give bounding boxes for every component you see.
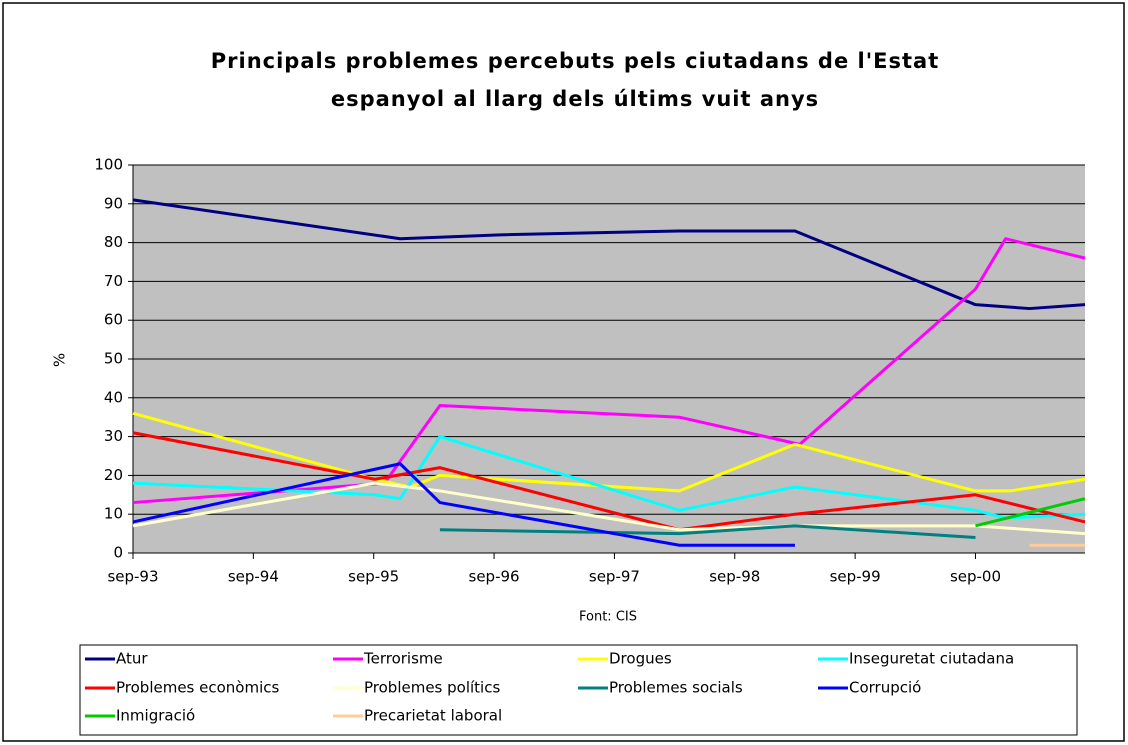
x-tick-label: sep-97 — [589, 568, 640, 586]
x-tick-label: sep-95 — [348, 568, 399, 586]
y-tick-label: 50 — [104, 350, 123, 368]
y-tick-label: 40 — [104, 388, 123, 406]
legend-label: Inseguretat ciutadana — [849, 650, 1014, 668]
legend-label: Corrupció — [849, 679, 921, 697]
x-tick-label: sep-99 — [830, 568, 881, 586]
chart-title: Principals problemes percebuts pels ciut… — [211, 49, 940, 73]
x-tick-label: sep-98 — [709, 568, 760, 586]
x-axis-label: Font: CIS — [579, 610, 637, 625]
series-line — [132, 435, 1086, 520]
y-tick-label: 30 — [104, 427, 123, 445]
y-tick-label: 90 — [104, 194, 123, 212]
legend-label: Problemes polítics — [364, 679, 500, 697]
chart-title: espanyol al llarg dels últims vuit anys — [331, 87, 819, 111]
y-tick-label: 60 — [104, 311, 123, 329]
legend-label: Precarietat laboral — [364, 707, 502, 725]
series-line — [132, 198, 1086, 311]
series-line — [439, 524, 976, 539]
y-tick-label: 10 — [104, 505, 123, 523]
legend-label: Problemes socials — [609, 679, 743, 697]
y-tick-label: 80 — [104, 233, 123, 251]
y-tick-label: 70 — [104, 272, 123, 290]
series-line — [975, 497, 1086, 528]
x-tick-label: sep-94 — [228, 568, 279, 586]
y-axis-label: % — [51, 353, 69, 367]
y-tick-label: 0 — [113, 544, 123, 562]
series-line — [132, 462, 795, 547]
y-tick-label: 20 — [104, 466, 123, 484]
legend-label: Problemes econòmics — [116, 679, 280, 697]
legend-label: Inmigració — [116, 707, 195, 725]
legend-label: Terrorisme — [363, 650, 443, 668]
legend-label: Drogues — [609, 650, 672, 668]
series-line — [132, 411, 1086, 493]
series-line — [132, 237, 1086, 505]
x-tick-label: sep-96 — [469, 568, 520, 586]
x-tick-label: sep-00 — [950, 568, 1001, 586]
y-tick-label: 100 — [94, 156, 123, 174]
legend-label: Atur — [116, 650, 148, 668]
x-tick-label: sep-93 — [107, 568, 158, 586]
